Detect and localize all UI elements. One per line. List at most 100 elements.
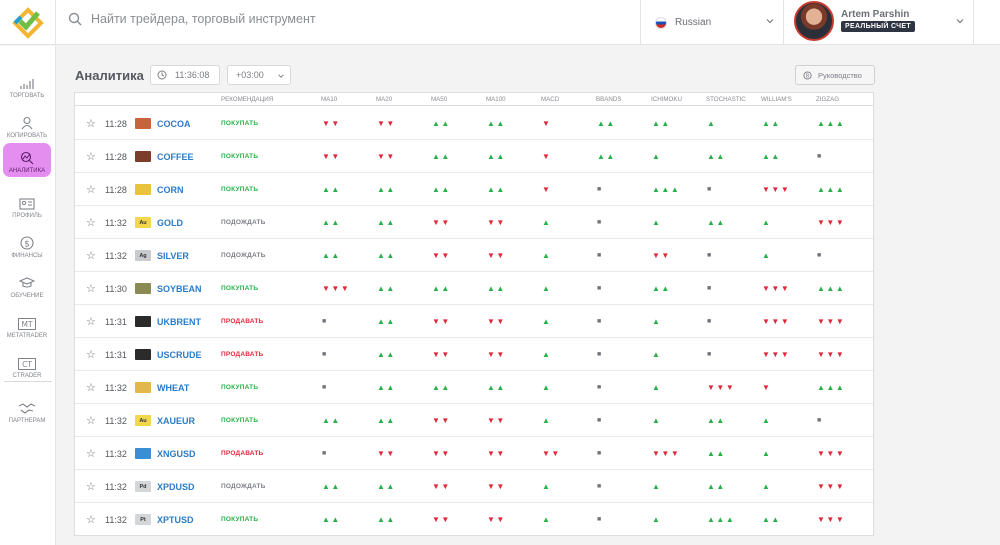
language-label: Russian <box>675 17 712 28</box>
favorite-star-icon[interactable]: ☆ <box>86 184 96 196</box>
favorite-star-icon[interactable]: ☆ <box>86 250 96 262</box>
instrument-icon: Ag <box>135 239 151 272</box>
signal-indicator: ▼▼▼ <box>762 349 791 359</box>
table-row[interactable]: ☆ 11:32 XNGUSD ПРОДАВАТЬ ■ ▼▼ ▼▼ ▼▼ ▼▼ ■ ▼▼▼ ▲▲ ▲ ▼▼▼ <box>75 437 873 470</box>
instrument-symbol[interactable]: UKBRENT <box>157 316 201 327</box>
signal-indicator: ▲ <box>762 448 772 458</box>
favorite-star-icon[interactable]: ☆ <box>86 151 96 163</box>
signal-indicator: ▼▼ <box>487 217 506 227</box>
table-row[interactable]: ☆ 11:32 Au GOLD ПОДОЖДАТЬ ▲▲ ▲▲ ▼▼ ▼▼ ▲ ■ ▲ ▲▲ ▲ ▼▼▼ <box>75 206 873 239</box>
table-row[interactable]: ☆ 11:31 USCRUDE ПРОДАВАТЬ ■ ▲▲ ▼▼ ▼▼ ▲ ■ ▲ ■ ▼▼▼ ▼▼▼ <box>75 338 873 371</box>
instrument-icon <box>135 140 151 173</box>
signal-indicator: ▼▼ <box>322 151 341 161</box>
instrument-symbol[interactable]: COFFEE <box>157 151 194 162</box>
instrument-icon: Pt <box>135 503 151 536</box>
sidebar-item-label: АНАЛИТИКА <box>8 168 46 174</box>
favorite-star-icon[interactable]: ☆ <box>86 118 96 130</box>
instrument-symbol[interactable]: WHEAT <box>157 382 190 393</box>
signal-indicator: ■ <box>817 153 823 160</box>
signal-indicator: ■ <box>597 450 603 457</box>
sidebar-item-trade[interactable]: ТОРГОВАТЬ <box>3 66 51 102</box>
table-row[interactable]: ☆ 11:31 UKBRENT ПРОДАВАТЬ ■ ▲▲ ▼▼ ▼▼ ▲ ■ ▲ ■ ▼▼▼ ▼▼▼ <box>75 305 873 338</box>
instrument-symbol[interactable]: XPDUSD <box>157 481 195 492</box>
signal-indicator: ■ <box>322 318 328 325</box>
search-bar[interactable]: Найти трейдера, торговый инструмент <box>68 12 316 26</box>
favorite-star-icon[interactable]: ☆ <box>86 415 96 427</box>
signal-indicator: ▲▲▲ <box>817 184 846 194</box>
logo[interactable] <box>0 0 56 45</box>
instrument-symbol[interactable]: SILVER <box>157 250 189 261</box>
signal-indicator: ▲▲ <box>707 481 726 491</box>
table-row[interactable]: ☆ 11:28 COCOA ПОКУПАТЬ ▼▼ ▼▼ ▲▲ ▲▲ ▼ ▲▲ ▲▲ ▲ ▲▲ ▲▲▲ <box>75 107 873 140</box>
sidebar-item-metatrader[interactable]: MT METATRADER <box>3 306 51 342</box>
signal-indicator: ▲▲ <box>322 481 341 491</box>
table-row[interactable]: ☆ 11:32 Au XAUEUR ПОКУПАТЬ ▲▲ ▲▲ ▼▼ ▼▼ ▲ ■ ▲ ▲▲ ▲ ■ <box>75 404 873 437</box>
favorite-star-icon[interactable]: ☆ <box>86 316 96 328</box>
language-selector[interactable]: Russian <box>640 0 783 45</box>
user-menu[interactable]: Artem Parshin РЕАЛЬНЫЙ СЧЕТ <box>783 0 974 45</box>
instrument-symbol[interactable]: SOYBEAN <box>157 283 202 294</box>
mt-icon: MT <box>18 318 36 330</box>
table-row[interactable]: ☆ 11:32 Ag SILVER ПОДОЖДАТЬ ▲▲ ▲▲ ▼▼ ▼▼ ▲ ■ ▼▼ ■ ▲ ■ <box>75 239 873 272</box>
chevron-down-icon <box>278 74 284 78</box>
sidebar-item-analytics[interactable]: АНАЛИТИКА <box>3 143 51 177</box>
signal-indicator: ▼▼▼ <box>762 184 791 194</box>
sidebar-item-finance[interactable]: $ ФИНАНСЫ <box>3 226 51 262</box>
recommendation: ПОКУПАТЬ <box>221 186 259 193</box>
sidebar-item-profile[interactable]: ПРОФИЛЬ <box>3 186 51 222</box>
table-row[interactable]: ☆ 11:28 COFFEE ПОКУПАТЬ ▼▼ ▼▼ ▲▲ ▲▲ ▼ ▲▲ ▲ ▲▲ ▲▲ ■ <box>75 140 873 173</box>
instrument-symbol[interactable]: XAUEUR <box>157 415 196 426</box>
instrument-symbol[interactable]: USCRUDE <box>157 349 202 360</box>
sidebar-item-education[interactable]: ОБУЧЕНИЕ <box>3 266 51 302</box>
signal-indicator: ■ <box>597 351 603 358</box>
signal-indicator: ▲ <box>542 415 552 425</box>
signal-indicator: ■ <box>597 516 603 523</box>
signal-time: 11:32 <box>105 448 127 459</box>
signal-indicator: ▲ <box>707 118 717 128</box>
favorite-star-icon[interactable]: ☆ <box>86 481 96 493</box>
signal-indicator: ▲▲ <box>762 514 781 524</box>
signal-indicator: ▲ <box>652 415 662 425</box>
search-input[interactable]: Найти трейдера, торговый инструмент <box>91 12 316 26</box>
signal-indicator: ■ <box>597 252 603 259</box>
sidebar-item-copy[interactable]: КОПИРОВАТЬ <box>3 106 51 142</box>
svg-text:B: B <box>806 73 810 79</box>
table-row[interactable]: ☆ 11:30 SOYBEAN ПОКУПАТЬ ▼▼▼ ▲▲ ▲▲ ▲▲ ▲ ■ ▲▲ ■ ▼▼▼ ▲▲… <box>75 272 873 305</box>
instrument-icon-box <box>135 283 151 294</box>
recommendation: ПОКУПАТЬ <box>221 285 259 292</box>
column-header: BBANDS <box>596 96 622 103</box>
favorite-star-icon[interactable]: ☆ <box>86 448 96 460</box>
table-row[interactable]: ☆ 11:32 WHEAT ПОКУПАТЬ ■ ▲▲ ▲▲ ▲▲ ▲ ■ ▲ ▼▼▼ ▼ ▲▲▲ <box>75 371 873 404</box>
signal-indicator: ▲ <box>652 514 662 524</box>
signal-time: 11:32 <box>105 415 127 426</box>
table-row[interactable]: ☆ 11:28 CORN ПОКУПАТЬ ▲▲ ▲▲ ▲▲ ▲▲ ▼ ■ ▲▲▲ ■ ▼▼▼ ▲▲▲ <box>75 173 873 206</box>
favorite-star-icon[interactable]: ☆ <box>86 514 96 526</box>
russia-flag-icon <box>655 16 667 29</box>
instrument-symbol[interactable]: GOLD <box>157 217 183 228</box>
signal-indicator: ▲▲ <box>597 118 616 128</box>
signal-indicator: ▲ <box>762 250 772 260</box>
guide-button[interactable]: B Руководство <box>795 65 875 85</box>
table-row[interactable]: ☆ 11:32 Pd XPDUSD ПОДОЖДАТЬ ▲▲ ▲▲ ▼▼ ▼▼ ▲ ■ ▲ ▲▲ ▲ ▼▼▼ <box>75 470 873 503</box>
signal-indicator: ▼▼▼ <box>817 481 846 491</box>
signal-indicator: ▲▲ <box>322 217 341 227</box>
sidebar-item-label: CTRADER <box>12 373 42 379</box>
instrument-symbol[interactable]: XNGUSD <box>157 448 196 459</box>
instrument-icon-box <box>135 118 151 129</box>
instrument-symbol[interactable]: COCOA <box>157 118 191 129</box>
instrument-symbol[interactable]: XPTUSD <box>157 514 194 525</box>
favorite-star-icon[interactable]: ☆ <box>86 349 96 361</box>
signal-indicator: ▲▲ <box>487 118 506 128</box>
signal-indicator: ▲▲ <box>322 514 341 524</box>
signal-time: 11:28 <box>105 151 127 162</box>
favorite-star-icon[interactable]: ☆ <box>86 217 96 229</box>
favorite-star-icon[interactable]: ☆ <box>86 283 96 295</box>
table-row[interactable]: ☆ 11:32 Pt XPTUSD ПОКУПАТЬ ▲▲ ▲▲ ▼▼ ▼▼ ▲ ■ ▲ ▲▲▲ ▲▲ ▼▼… <box>75 503 873 536</box>
signal-indicator: ■ <box>817 417 823 424</box>
timezone-select[interactable]: +03:00 <box>227 65 291 85</box>
instrument-icon <box>135 107 151 140</box>
favorite-star-icon[interactable]: ☆ <box>86 382 96 394</box>
sidebar-item-partners[interactable]: ПАРТНЕРАМ <box>3 391 51 427</box>
sidebar-item-ctrader[interactable]: CT CTRADER <box>3 346 51 382</box>
instrument-symbol[interactable]: CORN <box>157 184 184 195</box>
